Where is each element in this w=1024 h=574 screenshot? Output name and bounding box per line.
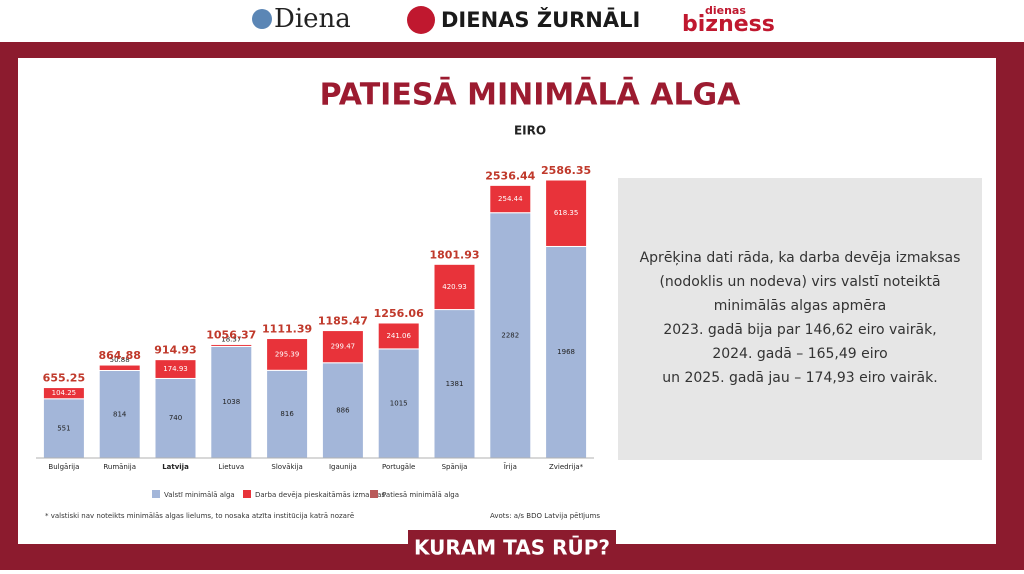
total-label: 914.93: [154, 344, 196, 357]
value-label: 295.39: [275, 350, 300, 358]
logo: DIENAS ŽURNĀLI: [441, 7, 640, 32]
legend-swatch: [243, 490, 251, 498]
value-label: 551: [57, 424, 70, 432]
legend-label: Valstī minimālā alga: [164, 491, 235, 499]
bar-segment: [42, 387, 85, 400]
value-label: 2282: [501, 331, 519, 339]
note-line: (nodoklis un nodeva) virs valstī noteikt…: [659, 274, 940, 290]
bar-segment: [433, 309, 476, 459]
total-label: 655.25: [43, 372, 85, 385]
total-label: 2536.44: [485, 169, 535, 182]
x-tick-label: Lietuva: [218, 463, 244, 471]
logo-globe: [252, 9, 272, 29]
value-label: 254.44: [498, 195, 523, 203]
logo: dienas: [705, 4, 746, 17]
value-label: 816: [280, 410, 294, 418]
value-label: 1968: [557, 348, 575, 356]
value-label: 50.88: [110, 356, 130, 364]
value-label: 740: [169, 414, 182, 422]
bar-segment: [154, 377, 197, 459]
bar-segment: [98, 364, 141, 372]
bar-segment: [433, 263, 476, 311]
logo: Diena: [274, 4, 351, 34]
bar-segment: [321, 330, 364, 364]
value-label: 814: [113, 410, 127, 418]
bar-segment: [266, 338, 309, 371]
bar-segment: [545, 179, 588, 247]
x-tick-label: Latvija: [162, 463, 189, 471]
total-label: 1185.47: [318, 315, 368, 328]
x-tick-label: Slovākija: [271, 463, 302, 471]
total-label: 2586.35: [541, 164, 591, 177]
bar-segment: [489, 212, 532, 459]
x-tick-label: Igaunija: [329, 463, 357, 471]
total-label: 1256.06: [374, 307, 424, 320]
value-label: 241.06: [386, 332, 411, 340]
value-label: 18.37: [221, 335, 241, 343]
total-label: 1801.93: [429, 248, 479, 261]
value-label: 1015: [390, 399, 408, 407]
x-tick-label: Spānija: [442, 463, 468, 471]
chart-subtitle: EIRO: [514, 124, 546, 138]
chart-title: PATIESĀ MINIMĀLĀ ALGA: [320, 77, 742, 113]
logo: bizness: [682, 12, 775, 37]
footer-box: [408, 530, 616, 566]
total-label: 1056.37: [206, 328, 256, 341]
value-label: 420.93: [442, 283, 467, 291]
note-line: un 2025. gadā jau – 174,93 eiro vairāk.: [662, 370, 937, 386]
value-label: 1381: [446, 380, 464, 388]
x-tick-label: Īrija: [504, 462, 517, 471]
x-tick-label: Portugāle: [382, 463, 415, 471]
note: Aprēķina dati rāda, ka darba devēja izma…: [640, 250, 961, 386]
value-label: 886: [336, 406, 350, 414]
legend-swatch: [152, 490, 160, 498]
bar-segment: [154, 359, 197, 379]
note-box: [618, 178, 982, 460]
value-label: 104.25: [52, 389, 77, 397]
total-label: 1111.39: [262, 323, 312, 336]
value-label: 174.93: [163, 365, 188, 373]
note-line: minimālās algas apmēra: [714, 298, 886, 314]
value-label: 1038: [222, 398, 240, 406]
bar-segment: [210, 343, 253, 347]
legend-swatch: [370, 490, 378, 498]
x-tick-label: Rumānija: [103, 463, 136, 471]
value-label: 618.35: [554, 209, 579, 217]
note-line: 2023. gadā bija par 146,62 eiro vairāk,: [663, 322, 936, 338]
bar-segment: [489, 184, 532, 214]
legend-label: Darba devēja pieskaitāmās izmaksas: [255, 491, 385, 499]
legend-label: Patiesā minimālā alga: [382, 491, 459, 499]
x-tick-label: Bulgārija: [48, 463, 79, 471]
source: Avots: a/s BDO Latvija pētījums: [490, 512, 600, 520]
bar-segment: [210, 345, 253, 459]
value-label: 299.47: [331, 343, 356, 351]
footnote: * valstiski nav noteikts minimālās algas…: [45, 512, 354, 520]
total-label: 864.88: [98, 349, 140, 362]
footer-label: KURAM TAS RŪP?: [414, 536, 610, 560]
bar-segment: [266, 369, 309, 459]
note-line: Aprēķina dati rāda, ka darba devēja izma…: [640, 250, 961, 266]
bar-segment: [545, 245, 588, 459]
x-tick-label: Zviedrija*: [549, 463, 584, 471]
note-line: 2024. gadā – 165,49 eiro: [712, 346, 887, 362]
logo-icon: [407, 6, 435, 34]
bar-segment: [377, 322, 420, 350]
